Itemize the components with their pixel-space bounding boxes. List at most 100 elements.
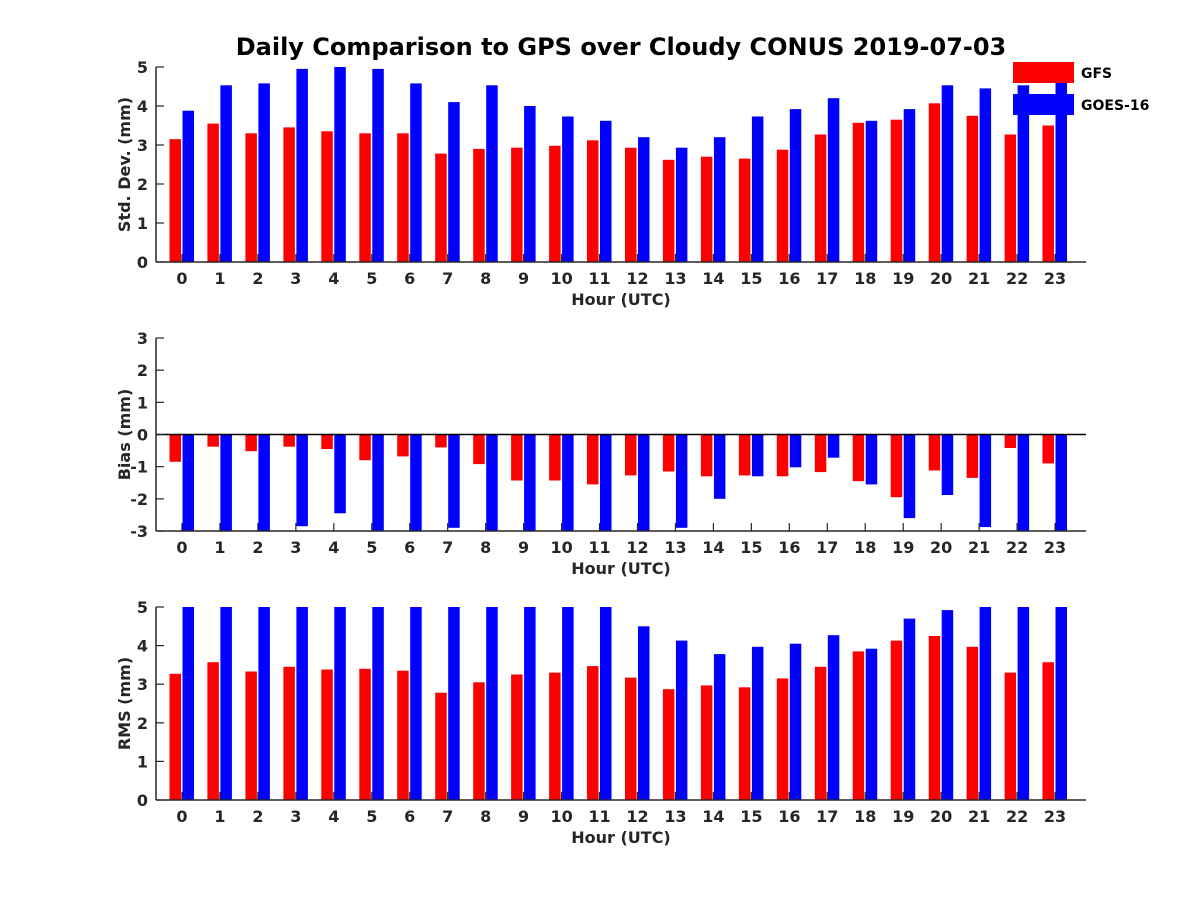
- y-tick-label: 2: [137, 714, 148, 733]
- bar-goes-16-5: [372, 607, 384, 800]
- y-tick-label: 0: [137, 253, 148, 272]
- x-tick-label: 8: [480, 269, 491, 288]
- bar-gfs-18: [852, 122, 865, 262]
- bar-gfs-22: [1004, 434, 1017, 448]
- x-tick-label: 11: [588, 807, 610, 826]
- bar-goes-16-9: [524, 607, 536, 800]
- bar-goes-16-10: [562, 434, 574, 531]
- x-tick-label: 1: [214, 269, 225, 288]
- bar-gfs-19: [890, 434, 903, 498]
- bar-goes-16-11: [600, 434, 612, 531]
- bar-goes-16-16: [789, 643, 802, 800]
- bar-goes-16-12: [638, 626, 650, 800]
- bar-goes-16-16: [789, 109, 802, 262]
- x-tick-label: 23: [1044, 538, 1066, 557]
- y-tick-label: 5: [137, 598, 148, 617]
- x-tick-label: 9: [518, 269, 529, 288]
- x-tick-label: 12: [626, 538, 648, 557]
- y-tick-label: 4: [137, 97, 148, 116]
- x-tick-label: 12: [626, 269, 648, 288]
- bar-goes-16-15: [751, 646, 764, 800]
- bar-goes-16-15: [751, 116, 764, 262]
- x-tick-label: 21: [968, 807, 990, 826]
- x-tick-label: 7: [442, 807, 453, 826]
- x-tick-label: 17: [816, 538, 838, 557]
- y-tick-label: -1: [130, 458, 148, 477]
- x-tick-label: 13: [664, 538, 686, 557]
- bar-gfs-18: [852, 651, 865, 800]
- bar-gfs-12: [625, 677, 637, 800]
- bar-goes-16-22: [1017, 85, 1030, 262]
- bar-gfs-7: [435, 153, 447, 262]
- bar-goes-16-11: [600, 120, 612, 262]
- bar-gfs-22: [1004, 672, 1017, 800]
- x-tick-label: 1: [214, 807, 225, 826]
- bar-goes-16-1: [220, 85, 232, 262]
- legend-label-goes-16: GOES-16: [1081, 98, 1149, 114]
- bar-goes-16-18: [865, 120, 878, 262]
- bar-gfs-11: [587, 434, 599, 485]
- bar-gfs-6: [397, 133, 409, 262]
- y-tick-label: 2: [137, 175, 148, 194]
- x-tick-label: 22: [1006, 269, 1028, 288]
- chart-title: Daily Comparison to GPS over Cloudy CONU…: [236, 33, 1007, 61]
- x-tick-label: 6: [404, 538, 415, 557]
- bar-gfs-9: [511, 147, 523, 262]
- bar-gfs-7: [435, 434, 447, 448]
- bar-goes-16-13: [675, 434, 688, 528]
- bar-goes-16-3: [296, 68, 308, 263]
- bar-gfs-20: [928, 103, 941, 262]
- x-tick-label: 2: [252, 807, 263, 826]
- x-tick-label: 19: [892, 269, 914, 288]
- bar-gfs-23: [1042, 662, 1054, 800]
- bar-gfs-5: [359, 668, 371, 800]
- bar-gfs-21: [966, 115, 979, 263]
- legend-swatch-gfs: [1013, 62, 1074, 83]
- bar-goes-16-13: [675, 640, 688, 800]
- bar-goes-16-18: [865, 648, 878, 800]
- bar-gfs-10: [549, 672, 561, 800]
- bar-gfs-20: [928, 636, 941, 800]
- bar-goes-16-17: [827, 635, 840, 800]
- y-tick-label: 5: [137, 58, 148, 77]
- x-tick-label: 20: [930, 807, 952, 826]
- bar-goes-16-16: [789, 434, 802, 468]
- bar-gfs-5: [359, 434, 371, 461]
- bar-gfs-0: [169, 139, 181, 262]
- x-tick-label: 0: [176, 538, 187, 557]
- bar-gfs-16: [776, 434, 789, 477]
- bar-gfs-23: [1042, 125, 1054, 262]
- bar-gfs-13: [662, 689, 675, 800]
- bar-goes-16-9: [524, 434, 536, 531]
- x-tick-label: 10: [550, 538, 572, 557]
- x-tick-label: 14: [702, 538, 724, 557]
- bar-gfs-14: [700, 156, 713, 262]
- x-tick-label: 11: [588, 269, 610, 288]
- y-tick-label: 3: [137, 136, 148, 155]
- bar-goes-16-14: [713, 137, 726, 262]
- bar-gfs-9: [511, 434, 523, 481]
- bar-gfs-13: [662, 434, 675, 472]
- bar-goes-16-19: [903, 618, 916, 800]
- x-tick-label: 4: [328, 538, 339, 557]
- x-tick-label: 21: [968, 538, 990, 557]
- x-tick-label: 2: [252, 269, 263, 288]
- bar-goes-16-7: [448, 607, 460, 800]
- bar-gfs-19: [890, 119, 903, 262]
- x-tick-label: 19: [892, 807, 914, 826]
- bar-goes-16-22: [1017, 434, 1030, 531]
- bar-gfs-11: [587, 140, 599, 262]
- x-tick-label: 6: [404, 807, 415, 826]
- x-tick-label: 3: [290, 807, 301, 826]
- bar-gfs-11: [587, 666, 599, 800]
- bar-goes-16-12: [638, 434, 650, 531]
- y-axis-label: Bias (mm): [115, 389, 134, 481]
- bar-gfs-6: [397, 670, 409, 800]
- x-tick-label: 21: [968, 269, 990, 288]
- x-tick-label: 15: [740, 538, 762, 557]
- bar-goes-16-0: [182, 434, 194, 531]
- x-tick-label: 3: [290, 538, 301, 557]
- bar-goes-16-10: [562, 607, 574, 800]
